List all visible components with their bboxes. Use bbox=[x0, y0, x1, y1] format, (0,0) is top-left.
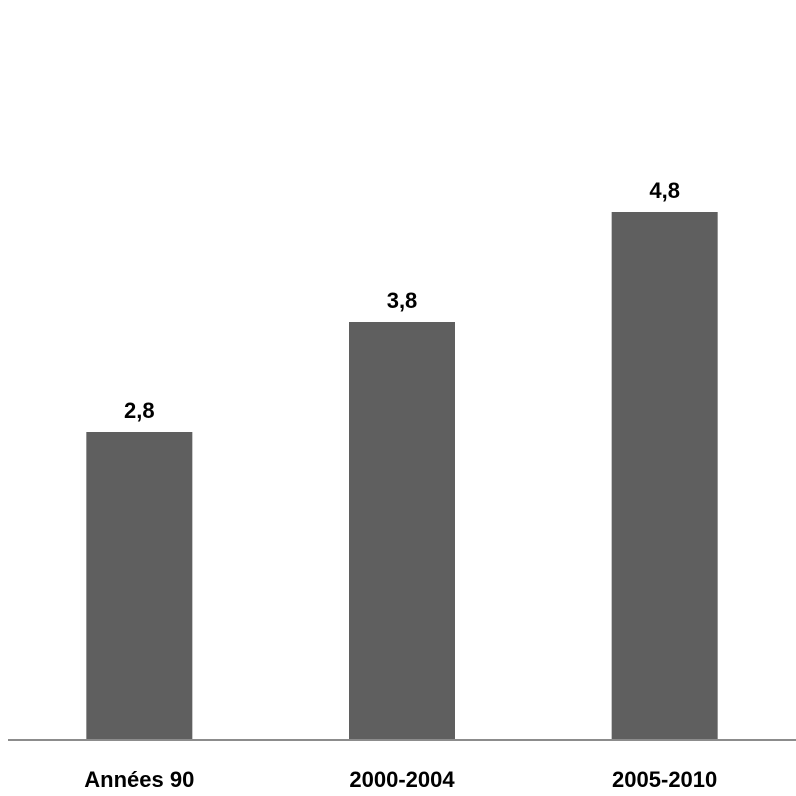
bars-group bbox=[86, 212, 718, 740]
category-label-2: 2005-2010 bbox=[612, 767, 717, 792]
value-label-2: 4,8 bbox=[649, 178, 680, 203]
bar-0 bbox=[86, 432, 193, 740]
value-label-1: 3,8 bbox=[387, 288, 418, 313]
value-labels-group: 2,8 3,8 4,8 bbox=[124, 178, 680, 423]
category-label-1: 2000-2004 bbox=[349, 767, 455, 792]
category-labels-group: Années 90 2000-2004 2005-2010 bbox=[84, 767, 717, 792]
bar-1 bbox=[349, 322, 455, 740]
bar-2 bbox=[611, 212, 718, 740]
value-label-0: 2,8 bbox=[124, 398, 155, 423]
category-label-0: Années 90 bbox=[84, 767, 194, 792]
